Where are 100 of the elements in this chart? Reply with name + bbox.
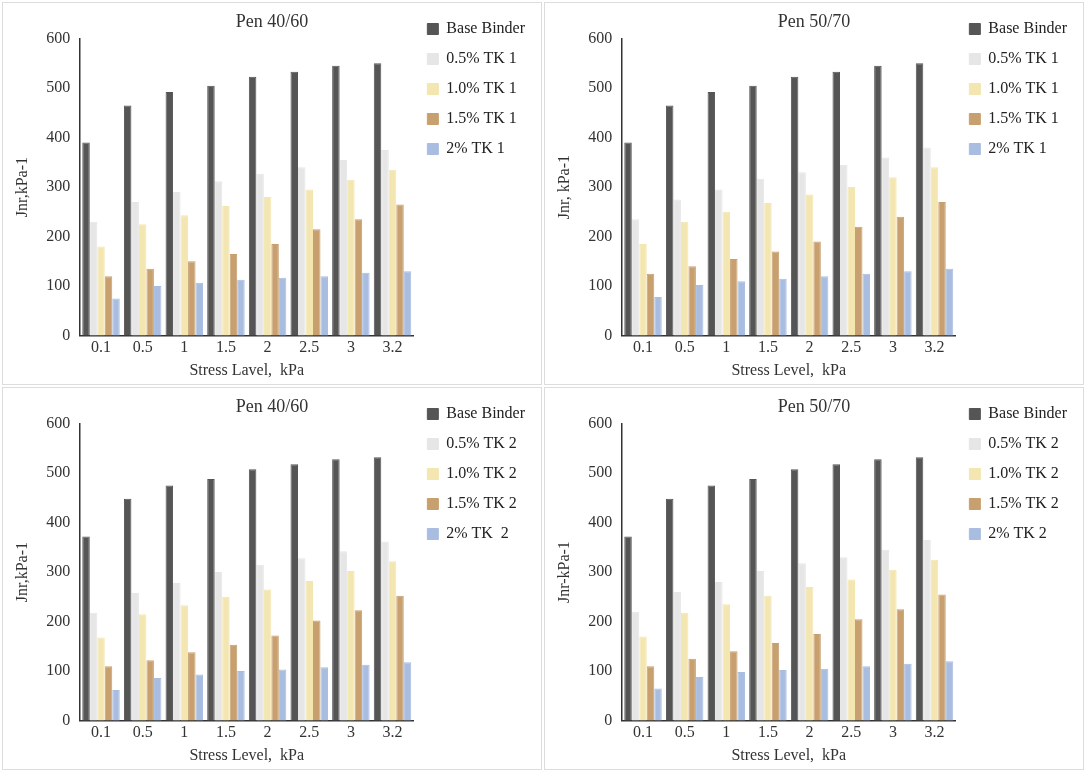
bar [862,273,870,336]
bar [840,164,848,336]
bar [146,268,154,336]
bar [123,105,132,336]
y-tick-label: 200 [46,611,71,629]
bar [938,201,946,336]
legend-label: 1.5% TK 1 [446,109,517,127]
bar [320,276,328,336]
x-tick-label: 3 [888,338,897,356]
x-tick-label: 0.5 [132,338,153,356]
bar [847,187,855,336]
bar [945,661,954,721]
x-tick-label: 1.5 [215,723,236,741]
x-tick-label: 0.5 [674,723,695,741]
legend-label: Base Binder [988,404,1068,422]
bar [89,612,98,721]
y-axis-title: Jnr-kPa-1 [554,541,572,604]
bar [737,672,746,721]
bar [362,664,370,721]
bar [680,221,689,336]
bar [881,157,890,336]
bar [256,564,264,721]
bar [305,189,313,336]
y-tick-label: 100 [588,661,613,679]
x-tick-label: 2.5 [299,723,320,741]
x-tick-label: 0.1 [633,723,654,741]
bar [290,71,298,336]
bar [173,582,181,721]
y-tick-label: 0 [62,710,71,728]
x-tick-label: 1.5 [757,723,778,741]
bar [373,457,382,721]
bar [854,619,863,721]
bar [915,63,924,336]
bar [707,92,716,336]
bar [771,642,780,721]
x-axis-title: Stress Level, kPa [731,360,847,378]
bar [388,561,397,721]
bar [923,539,931,721]
bar [779,278,787,336]
bar [347,571,355,721]
bar [298,167,306,336]
y-tick-label: 400 [46,512,71,530]
bar [688,266,696,336]
bar [298,558,306,721]
bar [646,666,655,721]
bar [923,147,931,336]
bar [347,179,355,336]
bar [624,536,632,721]
legend-label: Base Binder [446,404,526,422]
bar [646,273,655,336]
bar [153,286,162,336]
y-tick-label: 100 [46,276,71,294]
bar [639,636,647,721]
bar [631,611,640,721]
x-tick-label: 0.5 [132,723,153,741]
y-tick-label: 400 [588,127,613,145]
y-tick-label: 100 [588,276,613,294]
bar [749,85,757,336]
x-tick-label: 0.5 [674,338,695,356]
x-tick-label: 3.2 [924,723,945,741]
x-tick-label: 2.5 [841,723,862,741]
bar [131,201,139,336]
bar [930,559,939,721]
y-tick-label: 600 [588,413,613,431]
bar [222,205,230,336]
bar [832,71,840,336]
bar [715,189,723,336]
bar [707,485,716,721]
y-axis-title: Jnr, kPa-1 [554,154,572,220]
bar [938,594,946,721]
x-tick-label: 0.1 [91,338,112,356]
legend-label: 1.5% TK 2 [988,494,1059,512]
bar [112,689,120,721]
bar [749,479,757,721]
bar [263,589,272,721]
bar [715,582,723,721]
y-tick-label: 300 [46,562,71,580]
bar [271,635,279,721]
bar [396,595,404,721]
x-axis-title: Stress Level, kPa [731,745,847,763]
legend-label: 1.0% TK 1 [988,79,1059,97]
legend-label: 2% TK 2 [988,524,1047,542]
bar [790,469,799,721]
bar [756,571,765,721]
bar [631,219,640,336]
bar [722,211,731,336]
bar [214,181,223,336]
x-tick-label: 1 [180,338,189,356]
bar [403,662,412,721]
y-axis-title: Jnr,kPa-1 [12,156,30,218]
bar [889,569,897,721]
y-tick-label: 400 [46,127,71,145]
bar [229,644,238,721]
bar [153,678,162,721]
x-tick-label: 2 [805,723,814,741]
bar [312,229,321,336]
bar [813,633,821,721]
bar [207,479,215,721]
bar [695,285,704,336]
bar [237,279,245,336]
